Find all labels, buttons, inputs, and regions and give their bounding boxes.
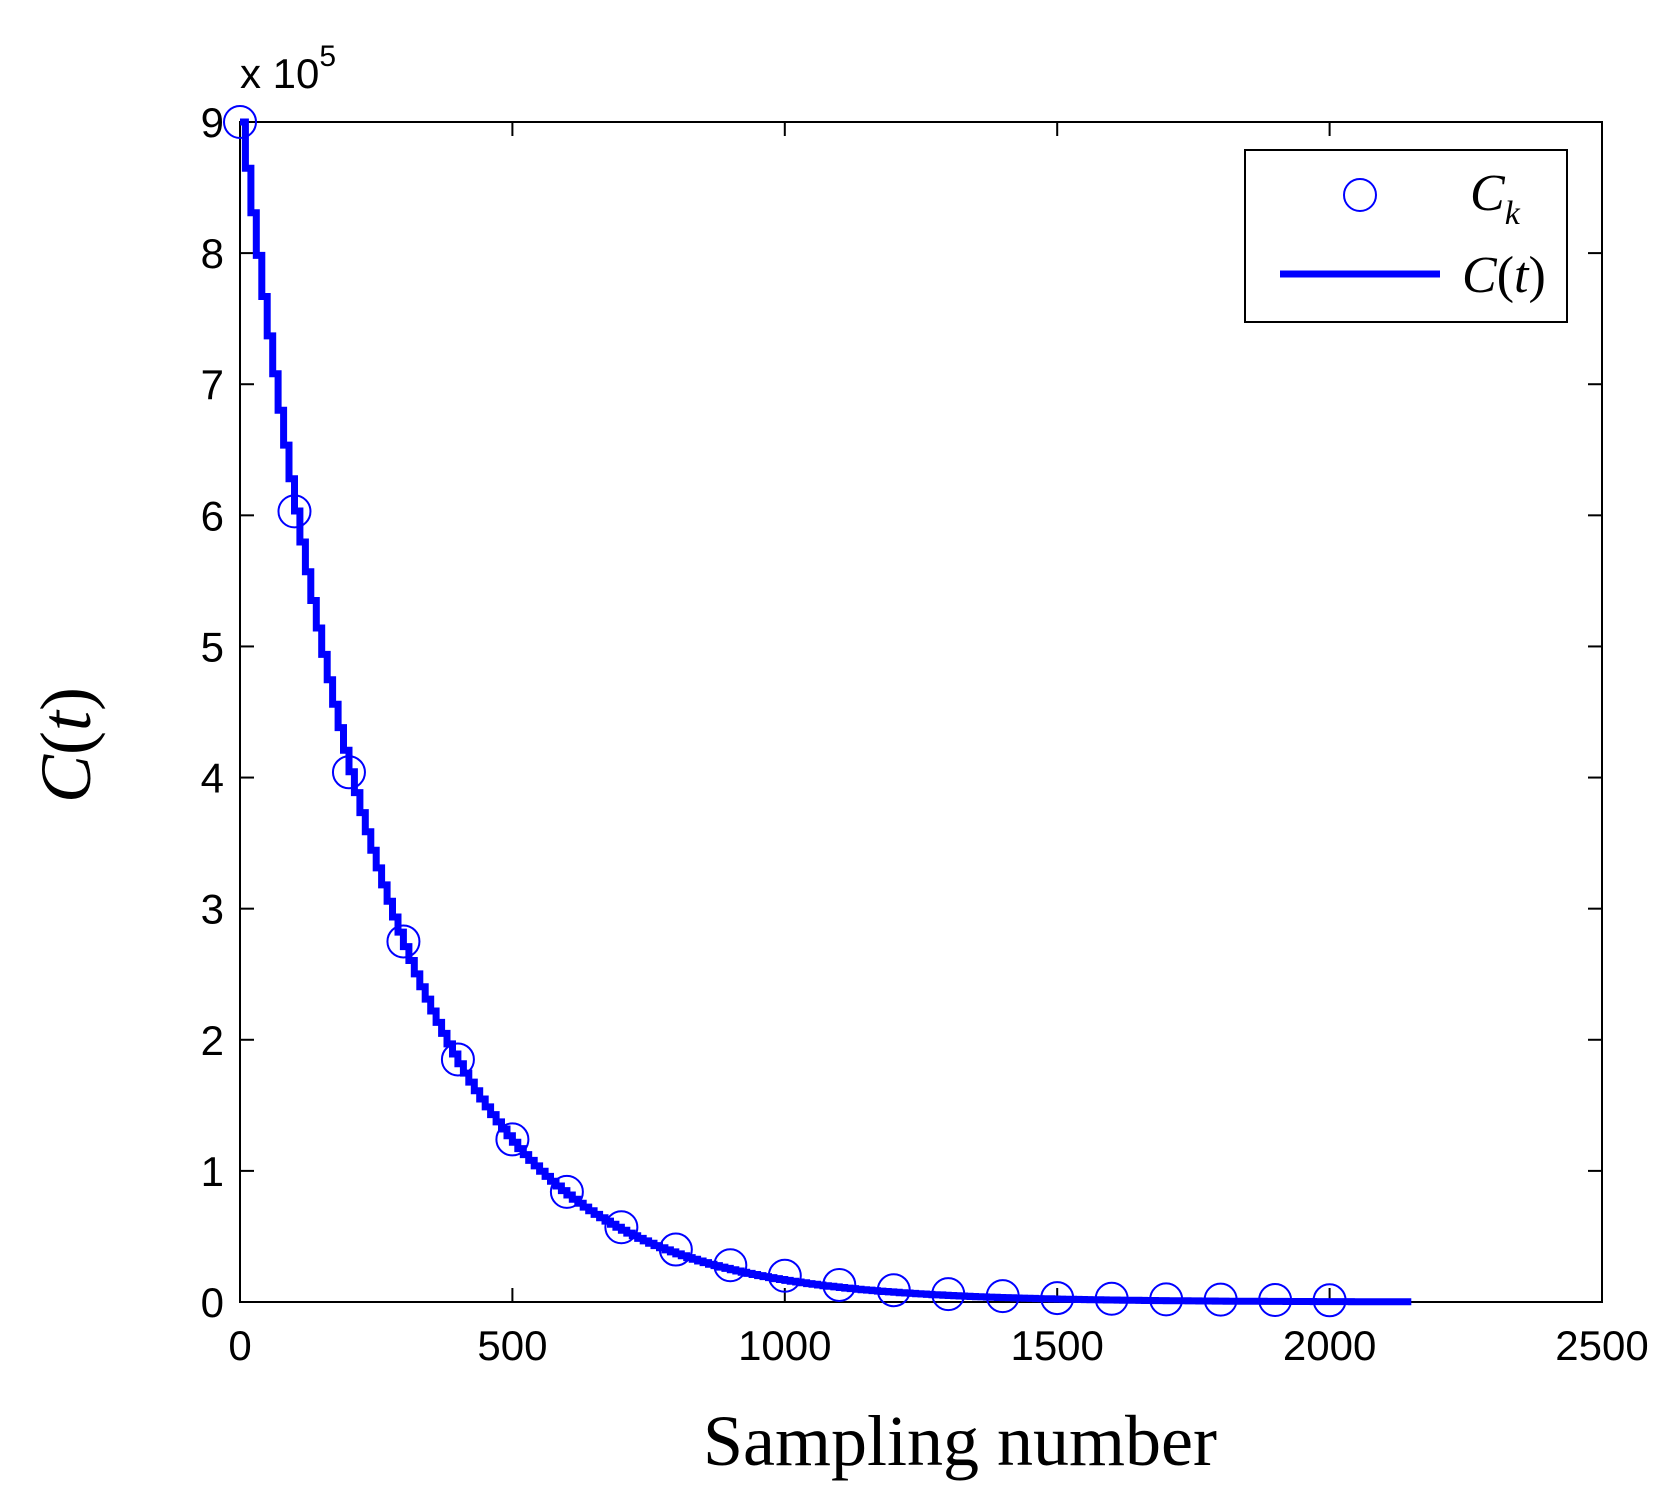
y-tick-label: 0 (201, 1279, 224, 1326)
ck-marker (985, 1279, 1020, 1314)
x-tick-label: 0 (228, 1322, 251, 1369)
y-tick-label: 1 (201, 1148, 224, 1195)
ck-marker (876, 1273, 911, 1308)
x-axis-ticks: 0 500 1000 1500 2000 2500 (228, 122, 1649, 1369)
ck-marker (1094, 1281, 1129, 1316)
ck-marker (495, 1122, 530, 1157)
legend-box (1244, 149, 1568, 323)
multiplier-exponent: 5 (319, 40, 336, 73)
y-tick-label: 2 (201, 1017, 224, 1064)
ck-marker (1312, 1283, 1347, 1318)
plot-area-frame (239, 121, 1603, 1303)
legend-ct-close: ) (1528, 247, 1545, 304)
x-tick-label: 1500 (1010, 1322, 1103, 1369)
y-axis-title: C(t) (26, 687, 106, 803)
ck-marker (1149, 1282, 1184, 1317)
ck-marker (658, 1232, 693, 1267)
y-tick-label: 8 (201, 230, 224, 277)
multiplier-prefix: x 10 (240, 50, 319, 97)
legend-ct-main: C (1462, 247, 1498, 304)
ck-marker (931, 1277, 966, 1312)
x-tick-label: 2000 (1283, 1322, 1376, 1369)
ck-marker (767, 1258, 802, 1293)
y-axis-ticks: 0 1 2 3 4 5 6 7 8 9 (201, 99, 1602, 1326)
legend-ct-label: C(t) (1462, 247, 1546, 304)
y-tick-label: 3 (201, 886, 224, 933)
x-axis-title: Sampling number (703, 1401, 1217, 1481)
ck-marker (822, 1267, 857, 1302)
x-tick-label: 500 (477, 1322, 547, 1369)
ck-marker (223, 105, 257, 139)
y-tick-label: 5 (201, 623, 224, 670)
ck-marker (331, 755, 366, 790)
ck-marker (1203, 1282, 1238, 1317)
y-axis-title-main: C (26, 754, 106, 803)
legend-ck-marker (1343, 178, 1377, 212)
ck-marker (1258, 1283, 1293, 1318)
y-tick-label: 7 (201, 361, 224, 408)
y-axis-title-open: ( (26, 731, 106, 755)
legend-ck-main: C (1470, 165, 1506, 222)
legend-ck-sub: k (1505, 195, 1521, 232)
ck-marker (386, 924, 421, 959)
ck-marker (549, 1174, 584, 1209)
y-axis-title-var: t (26, 709, 106, 731)
ck-marker (713, 1248, 748, 1283)
ck-marker (1040, 1281, 1075, 1316)
legend-ck-label: Ck (1470, 165, 1521, 232)
legend-ct-var: t (1514, 247, 1530, 304)
y-axis-multiplier: x 105 (240, 40, 336, 97)
y-tick-label: 9 (201, 99, 224, 146)
ck-marker (277, 494, 312, 529)
legend-ct-open: ( (1497, 247, 1514, 304)
y-tick-label: 6 (201, 492, 224, 539)
y-axis-title-close: ) (26, 687, 106, 711)
legend: Ck C(t) (1244, 149, 1568, 323)
x-tick-label: 1000 (738, 1322, 831, 1369)
y-tick-label: 4 (201, 755, 224, 802)
ck-marker (604, 1210, 639, 1245)
series-ck-markers (223, 105, 1347, 1318)
ck-marker (440, 1042, 475, 1077)
series-ct-line (240, 118, 1412, 1306)
x-tick-label: 2500 (1555, 1322, 1648, 1369)
